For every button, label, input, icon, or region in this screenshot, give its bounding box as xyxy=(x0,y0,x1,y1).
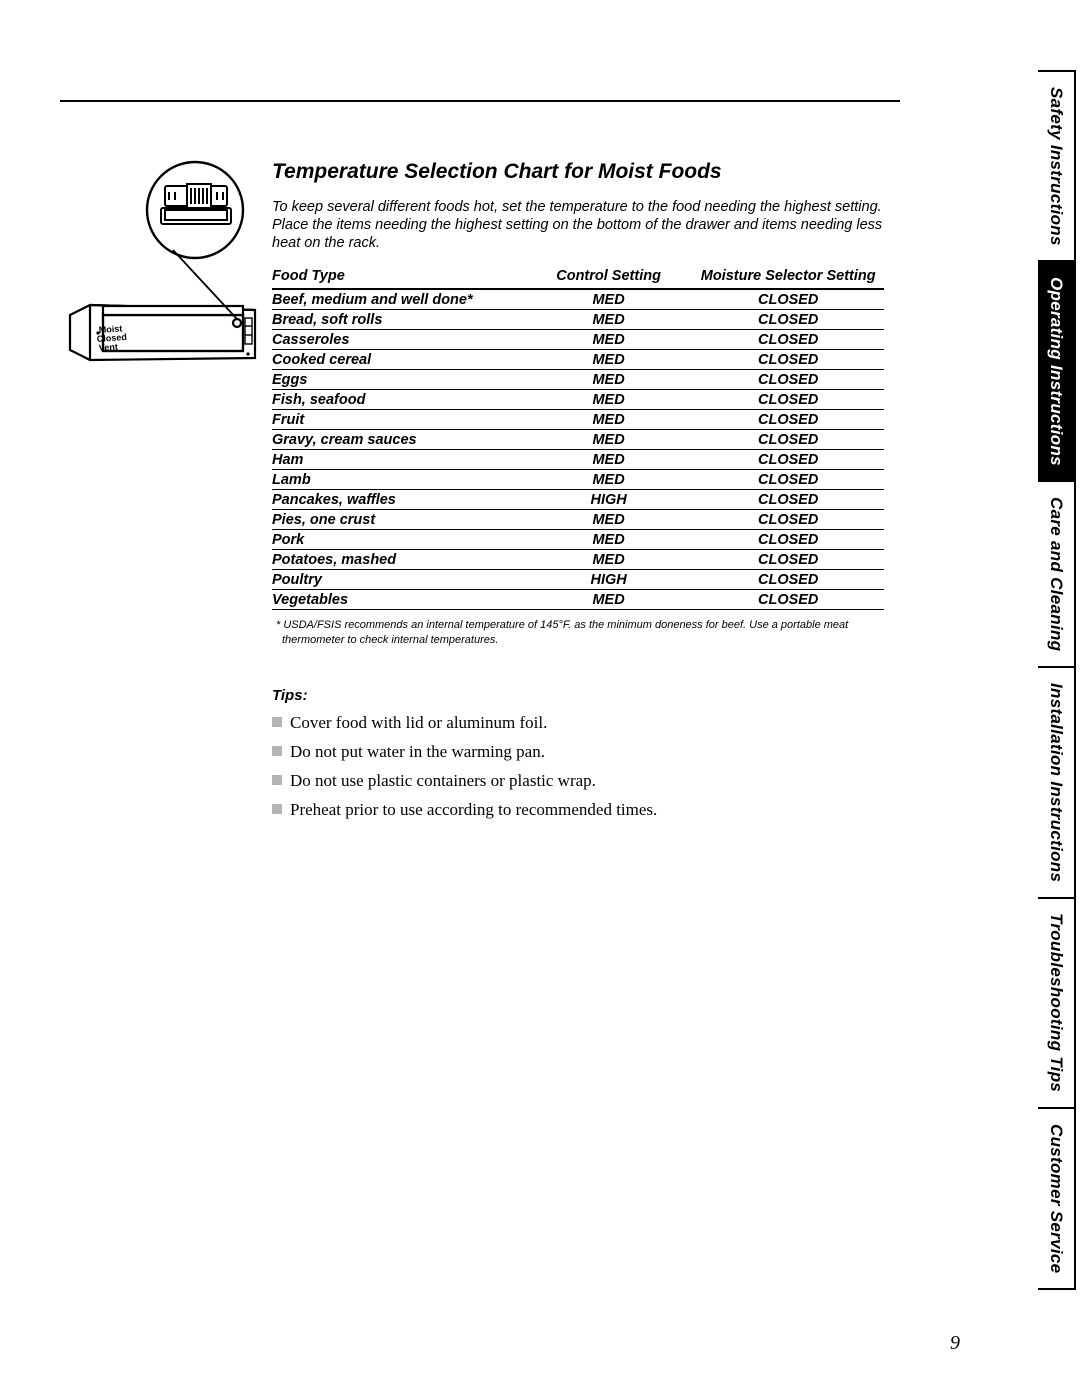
page-number: 9 xyxy=(950,1332,960,1355)
table-row: FruitMEDCLOSED xyxy=(272,410,884,430)
table-row: EggsMEDCLOSED xyxy=(272,370,884,390)
cell-control: MED xyxy=(517,370,701,390)
intro-text: To keep several different foods hot, set… xyxy=(272,198,884,252)
cell-food: Pancakes, waffles xyxy=(272,490,517,510)
side-tab[interactable]: Troubleshooting Tips xyxy=(1038,899,1076,1110)
cell-control: MED xyxy=(517,330,701,350)
cell-control: MED xyxy=(517,510,701,530)
cell-control: MED xyxy=(517,310,701,330)
cell-control: MED xyxy=(517,350,701,370)
tip-item: Do not put water in the warming pan. xyxy=(272,741,884,764)
table-row: Cooked cerealMEDCLOSED xyxy=(272,350,884,370)
cell-food: Cooked cereal xyxy=(272,350,517,370)
side-tab[interactable]: Care and Cleaning xyxy=(1038,482,1076,668)
cell-food: Ham xyxy=(272,450,517,470)
content-area: Temperature Selection Chart for Moist Fo… xyxy=(272,160,884,828)
table-row: PorkMEDCLOSED xyxy=(272,530,884,550)
cell-moisture: CLOSED xyxy=(700,490,884,510)
cell-moisture: CLOSED xyxy=(700,470,884,490)
cell-food: Casseroles xyxy=(272,330,517,350)
cell-moisture: CLOSED xyxy=(700,370,884,390)
cell-food: Fruit xyxy=(272,410,517,430)
section-title: Temperature Selection Chart for Moist Fo… xyxy=(272,160,884,184)
drawer-illustration: Moist Closed Vent xyxy=(65,160,260,365)
table-row: PoultryHIGHCLOSED xyxy=(272,570,884,590)
cell-control: MED xyxy=(517,530,701,550)
cell-control: MED xyxy=(517,450,701,470)
cell-control: MED xyxy=(517,470,701,490)
cell-moisture: CLOSED xyxy=(700,510,884,530)
table-row: HamMEDCLOSED xyxy=(272,450,884,470)
table-row: LambMEDCLOSED xyxy=(272,470,884,490)
cell-food: Potatoes, mashed xyxy=(272,550,517,570)
cell-moisture: CLOSED xyxy=(700,410,884,430)
cell-food: Pies, one crust xyxy=(272,510,517,530)
cell-control: MED xyxy=(517,410,701,430)
footnote-text: * USDA/FSIS recommends an internal tempe… xyxy=(272,618,884,647)
cell-moisture: CLOSED xyxy=(700,430,884,450)
side-tab[interactable]: Installation Instructions xyxy=(1038,668,1076,899)
cell-moisture: CLOSED xyxy=(700,350,884,370)
cell-moisture: CLOSED xyxy=(700,570,884,590)
table-row: Fish, seafoodMEDCLOSED xyxy=(272,390,884,410)
cell-food: Beef, medium and well done* xyxy=(272,289,517,310)
cell-control: HIGH xyxy=(517,570,701,590)
cell-control: MED xyxy=(517,390,701,410)
side-tab[interactable]: Operating Instructions xyxy=(1038,262,1076,482)
cell-moisture: CLOSED xyxy=(700,390,884,410)
temperature-table: Food Type Control Setting Moisture Selec… xyxy=(272,266,884,610)
tip-item: Cover food with lid or aluminum foil. xyxy=(272,712,884,735)
table-row: Gravy, cream saucesMEDCLOSED xyxy=(272,430,884,450)
side-tab[interactable]: Customer Service xyxy=(1038,1109,1076,1290)
column-header-control: Control Setting xyxy=(517,266,701,289)
side-tab[interactable]: Safety Instructions xyxy=(1038,70,1076,262)
horizontal-rule xyxy=(60,100,900,102)
cell-food: Fish, seafood xyxy=(272,390,517,410)
table-row: Potatoes, mashedMEDCLOSED xyxy=(272,550,884,570)
table-row: VegetablesMEDCLOSED xyxy=(272,590,884,610)
cell-food: Gravy, cream sauces xyxy=(272,430,517,450)
page-container: Moist Closed Vent xyxy=(60,70,1020,1350)
cell-food: Poultry xyxy=(272,570,517,590)
cell-control: MED xyxy=(517,590,701,610)
label-vent: Vent xyxy=(98,342,118,353)
cell-control: MED xyxy=(517,550,701,570)
cell-food: Eggs xyxy=(272,370,517,390)
cell-moisture: CLOSED xyxy=(700,450,884,470)
table-row: Bread, soft rollsMEDCLOSED xyxy=(272,310,884,330)
cell-food: Lamb xyxy=(272,470,517,490)
cell-food: Bread, soft rolls xyxy=(272,310,517,330)
table-row: Pancakes, wafflesHIGHCLOSED xyxy=(272,490,884,510)
tips-heading: Tips: xyxy=(272,687,884,704)
column-header-moisture: Moisture Selector Setting xyxy=(700,266,884,289)
side-tabs: Safety InstructionsOperating Instruction… xyxy=(1038,70,1076,1290)
cell-moisture: CLOSED xyxy=(700,330,884,350)
cell-moisture: CLOSED xyxy=(700,550,884,570)
cell-moisture: CLOSED xyxy=(700,289,884,310)
table-row: Beef, medium and well done*MEDCLOSED xyxy=(272,289,884,310)
tip-item: Do not use plastic containers or plastic… xyxy=(272,770,884,793)
tip-item: Preheat prior to use according to recomm… xyxy=(272,799,884,822)
cell-moisture: CLOSED xyxy=(700,310,884,330)
table-row: Pies, one crustMEDCLOSED xyxy=(272,510,884,530)
cell-control: MED xyxy=(517,430,701,450)
cell-moisture: CLOSED xyxy=(700,590,884,610)
cell-food: Pork xyxy=(272,530,517,550)
column-header-food: Food Type xyxy=(272,266,517,289)
table-row: CasserolesMEDCLOSED xyxy=(272,330,884,350)
tips-list: Cover food with lid or aluminum foil. Do … xyxy=(272,712,884,822)
cell-control: HIGH xyxy=(517,490,701,510)
cell-control: MED xyxy=(517,289,701,310)
cell-food: Vegetables xyxy=(272,590,517,610)
cell-moisture: CLOSED xyxy=(700,530,884,550)
